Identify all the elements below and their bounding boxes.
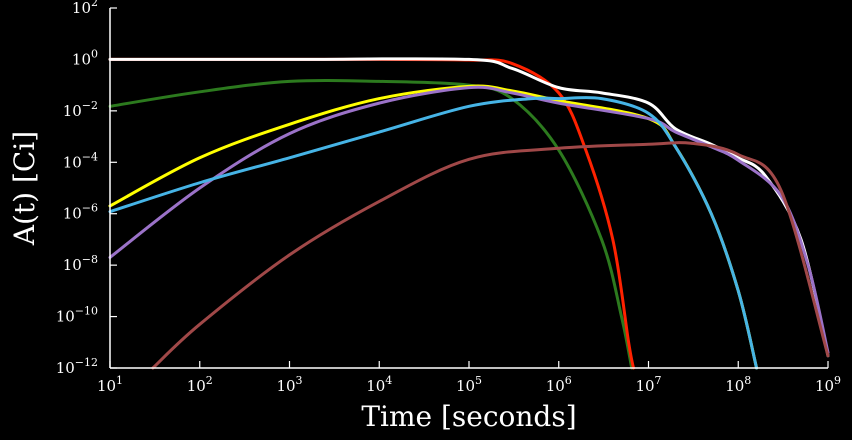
- ticks-layer: 101 102 103 104 105 106 107 108 109 102 100 10−2 10−…: [56, 0, 841, 395]
- x-tick-label: 109: [815, 374, 841, 395]
- y-tick-label: 10−2: [63, 99, 98, 120]
- y-tick-label: 100: [72, 47, 98, 68]
- x-axis-title: Time [seconds]: [361, 400, 576, 433]
- y-axis-title: A(t) [Ci]: [8, 131, 41, 246]
- x-tick-label: 104: [366, 374, 392, 395]
- y-tick-label: 10−8: [63, 253, 98, 274]
- series-line-7: [151, 141, 830, 370]
- series-line-3: [108, 57, 830, 358]
- axes-layer: [109, 8, 828, 369]
- x-tick-label: 108: [725, 374, 751, 395]
- y-tick-label: 102: [72, 0, 98, 17]
- x-tick-label: 102: [187, 374, 213, 395]
- x-tick-label: 106: [546, 374, 572, 395]
- y-tick-label: 10−6: [63, 202, 98, 223]
- x-tick-label: 107: [635, 374, 661, 395]
- series-line-5: [108, 85, 830, 355]
- series-line-4: [108, 84, 759, 370]
- series-line-6: [108, 96, 759, 370]
- y-tick-label: 10−10: [56, 305, 98, 326]
- series-line-1: [108, 78, 634, 370]
- series-layer: [108, 57, 830, 370]
- x-tick-label: 105: [456, 374, 482, 395]
- x-tick-label: 101: [97, 374, 123, 395]
- y-tick-label: 10−4: [63, 150, 98, 171]
- y-tick-label: 10−12: [56, 356, 98, 377]
- x-tick-label: 103: [276, 374, 302, 395]
